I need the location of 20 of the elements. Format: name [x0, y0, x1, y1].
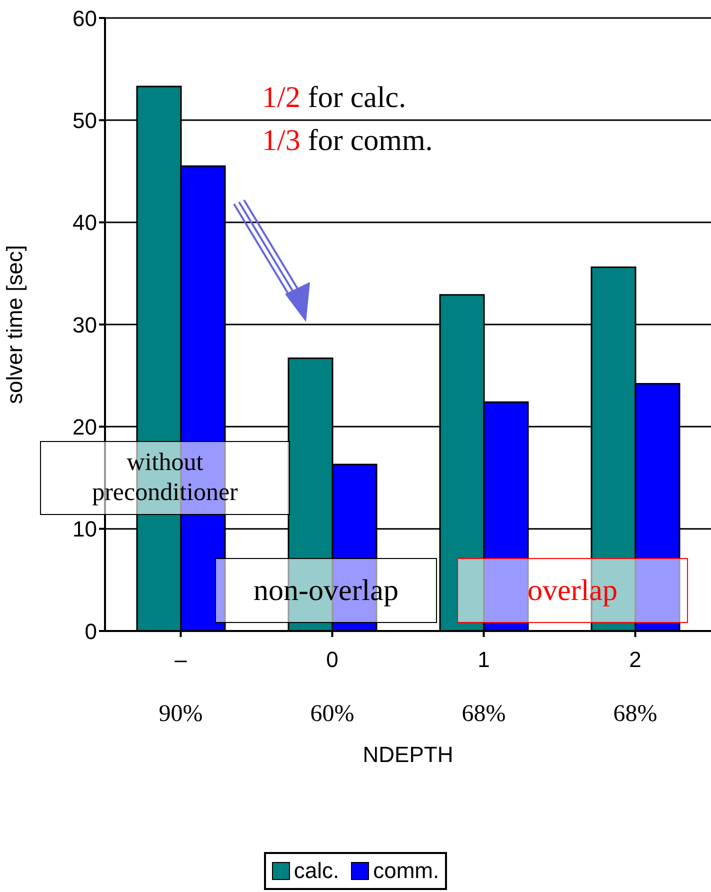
y-tick-label: 0: [84, 618, 97, 644]
legend-label: comm.: [372, 858, 440, 884]
text-box: overlap: [457, 558, 688, 623]
text-box: non-overlap: [215, 558, 437, 623]
legend-label: calc.: [292, 858, 340, 884]
y-tick-label: 20: [72, 414, 97, 440]
y-tick-label: 50: [72, 108, 97, 133]
y-tick-label: 60: [72, 6, 97, 31]
annotation: 1/3 for comm.: [262, 123, 433, 159]
text-box: without preconditioner: [40, 441, 290, 515]
annotation: 1/2 for calc.: [262, 80, 408, 116]
y-tick-label: 30: [72, 312, 97, 338]
category-label: 0 60%: [310, 647, 354, 727]
category-label: 2 68%: [613, 647, 658, 727]
x-axis-title: NDEPTH: [362, 742, 454, 767]
y-tick-label: 40: [72, 210, 97, 236]
category-label: 1 68%: [462, 647, 506, 727]
y-tick-label: 10: [72, 516, 97, 542]
y-axis-title: solver time [sec]: [2, 245, 27, 404]
category-label: – 90%: [158, 647, 203, 727]
